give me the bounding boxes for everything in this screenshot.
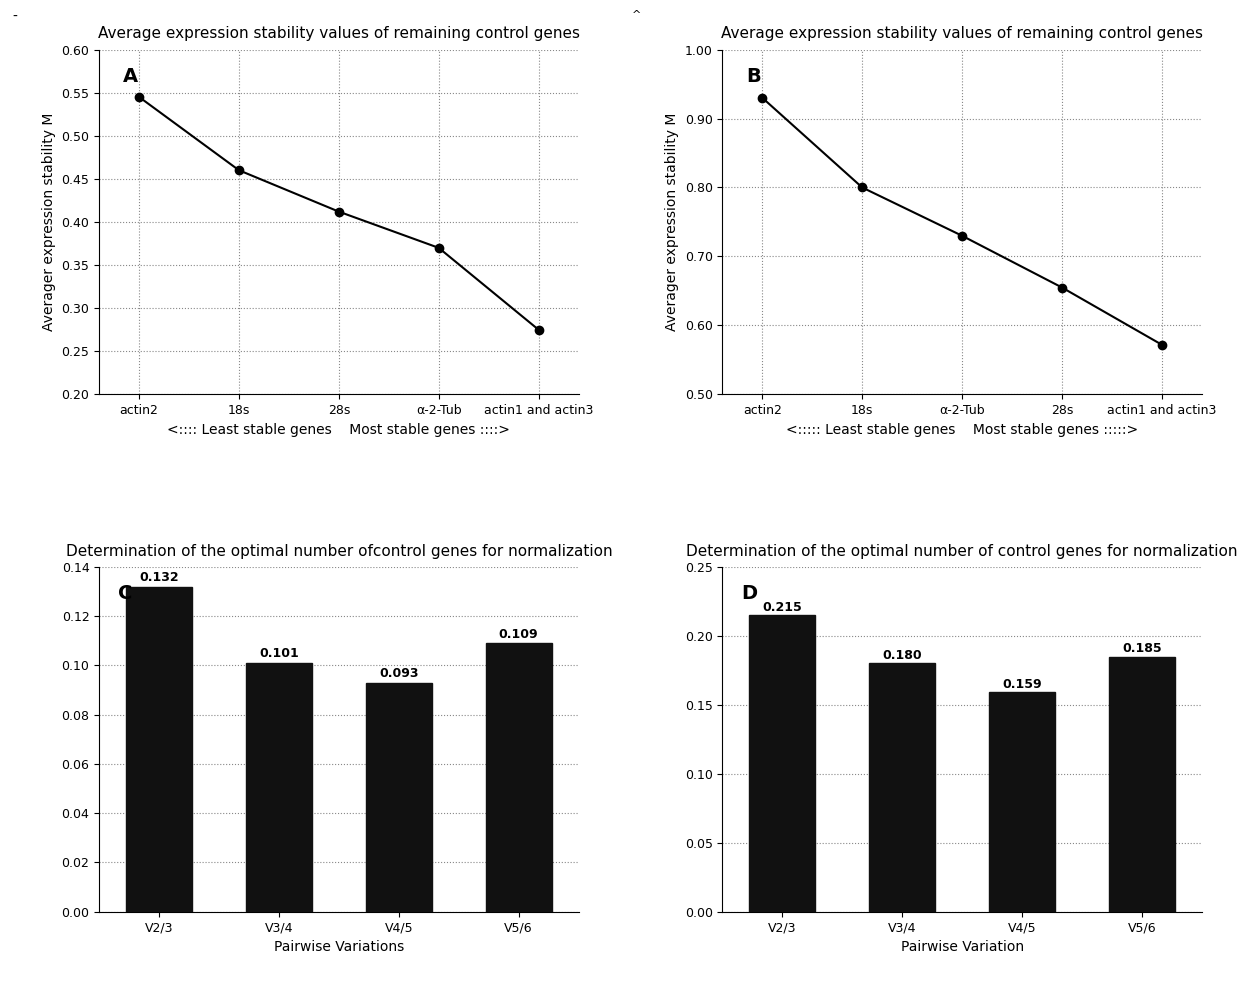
Text: 0.132: 0.132 — [139, 571, 178, 584]
Bar — [126, 587, 192, 912]
Title: Determination of the optimal number ofcontrol genes for normalization: Determination of the optimal number ofco… — [66, 544, 612, 559]
Text: D: D — [742, 584, 758, 604]
Y-axis label: Averager expression stability M: Averager expression stability M — [665, 113, 679, 331]
X-axis label: <::::: Least stable genes    Most stable genes :::::>: <::::: Least stable genes Most stable ge… — [786, 423, 1139, 437]
Text: A: A — [123, 66, 139, 86]
Bar — [989, 693, 1054, 912]
Title: Average expression stability values of remaining control genes: Average expression stability values of r… — [98, 27, 580, 42]
Text: 0.185: 0.185 — [1123, 642, 1162, 655]
Text: 0.159: 0.159 — [1002, 678, 1042, 691]
Text: C: C — [118, 584, 133, 604]
Text: B: B — [746, 66, 761, 86]
Bar — [247, 663, 312, 912]
Bar — [870, 663, 935, 912]
Title: Determination of the optimal number of control genes for normalization: Determination of the optimal number of c… — [686, 544, 1238, 559]
Y-axis label: Averager expression stability M: Averager expression stability M — [42, 113, 56, 331]
Text: 0.093: 0.093 — [379, 667, 419, 680]
Title: Average expression stability values of remaining control genes: Average expression stability values of r… — [721, 27, 1203, 42]
Bar — [366, 683, 431, 912]
Text: ^: ^ — [632, 10, 642, 20]
X-axis label: Pairwise Variation: Pairwise Variation — [901, 940, 1023, 954]
X-axis label: Pairwise Variations: Pairwise Variations — [274, 940, 404, 954]
Bar — [1109, 656, 1175, 912]
Text: 0.109: 0.109 — [499, 627, 539, 641]
Text: -: - — [12, 10, 17, 24]
Bar — [486, 643, 551, 912]
X-axis label: <:::: Least stable genes    Most stable genes ::::>: <:::: Least stable genes Most stable gen… — [167, 423, 510, 437]
Text: 0.180: 0.180 — [882, 649, 922, 662]
Bar — [750, 615, 815, 912]
Text: 0.215: 0.215 — [762, 601, 802, 613]
Text: 0.101: 0.101 — [259, 647, 299, 660]
